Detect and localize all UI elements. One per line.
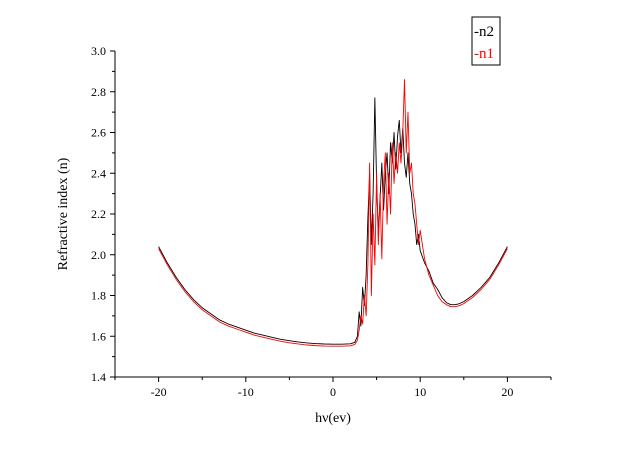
x-axis-ticks: -20 -10 0 10 20	[114, 377, 552, 399]
x-tick-label: 10	[414, 385, 426, 399]
y-tick-label: 2.0	[91, 248, 106, 262]
x-tick-label: 20	[501, 385, 513, 399]
x-axis-label: hν(ev)	[315, 411, 351, 426]
y-tick-label: 2.6	[91, 126, 106, 140]
x-tick-label: 0	[330, 385, 336, 399]
y-axis-label: Refractive index (n)	[56, 157, 71, 270]
y-tick-label: 2.4	[91, 166, 106, 180]
series-line-n1	[158, 79, 508, 347]
plot-area: -20 -10 0 10 20 1.4 1.6 1.8 2.0 2.2 2.4 2.6 2.8 3.0	[91, 44, 552, 399]
y-tick-label: 1.4	[91, 370, 106, 384]
y-tick-label: 1.8	[91, 289, 106, 303]
series-line-n2	[158, 97, 508, 345]
y-tick-label: 2.2	[91, 207, 106, 221]
legend-item-n1: -n1	[474, 46, 494, 62]
x-tick-label: -10	[238, 385, 254, 399]
y-tick-label: 3.0	[91, 44, 106, 58]
series-layer	[158, 79, 508, 347]
x-tick-label: -20	[151, 385, 167, 399]
y-axis-ticks: 1.4 1.6 1.8 2.0 2.2 2.4 2.6 2.8 3.0	[91, 44, 115, 384]
legend-item-n2: -n2	[474, 24, 494, 40]
y-tick-label: 2.8	[91, 85, 106, 99]
y-tick-label: 1.6	[91, 329, 106, 343]
legend: -n2 -n1	[471, 16, 501, 66]
legend-box	[471, 16, 501, 66]
